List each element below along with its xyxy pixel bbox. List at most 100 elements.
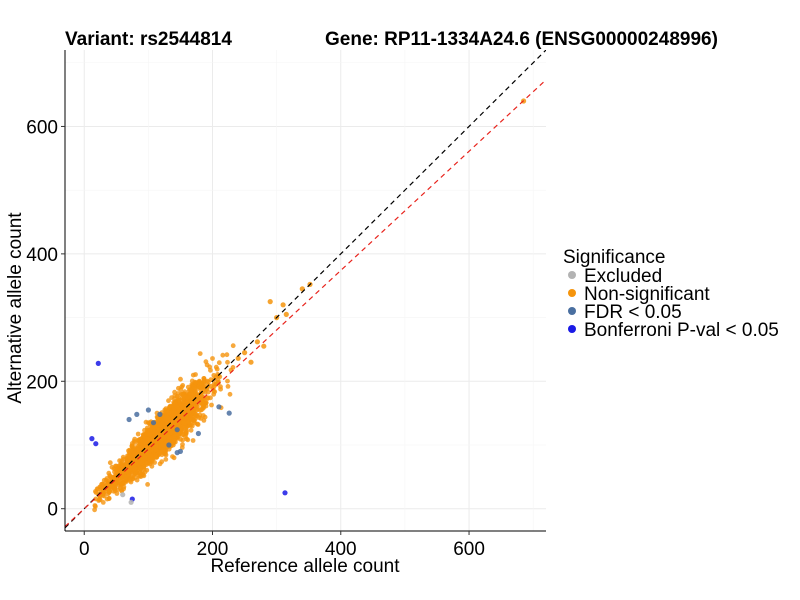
data-point [189,407,194,413]
data-point [129,443,135,449]
x-axis-title: Reference allele count [210,556,400,577]
data-point [203,403,209,409]
gene-title: Gene: RP11-1334A24.6 (ENSG00000248996) [325,29,718,50]
tick-labels: 0 200 400 600 0 200 400 600 [26,117,485,560]
data-point [182,416,187,421]
data-point [106,489,112,495]
data-point [220,352,226,358]
legend: Significance ExcludedNon-significantFDR … [563,247,779,341]
data-point [174,450,180,456]
data-point [176,385,181,391]
data-point [201,376,207,381]
data-point [218,384,223,390]
data-point [178,376,183,382]
data-point [198,385,204,391]
data-point [100,490,106,496]
data-point [104,496,110,502]
data-point [149,463,155,469]
data-point [190,438,196,443]
series-excluded [120,492,134,505]
data-point [187,387,193,393]
data-point [166,398,171,404]
data-point [189,395,195,400]
data-point [144,467,150,473]
data-point [163,457,169,462]
data-point [178,436,184,442]
x-tick-label: 400 [325,539,357,560]
data-point [283,311,289,317]
y-tick-label: 0 [47,500,58,521]
data-point [166,436,172,441]
variant-title: Variant: rs2544814 [65,29,232,50]
legend-swatch [568,307,576,315]
data-point [155,431,161,437]
data-point [248,359,254,365]
legend-swatch [568,325,576,333]
data-point [93,490,99,495]
y-tick-label: 400 [26,245,58,266]
series-non-significant [92,98,527,513]
data-point [160,447,166,453]
data-point [165,410,171,415]
data-point [210,356,215,361]
data-point [194,407,199,413]
data-point [261,343,267,349]
data-point [242,350,248,356]
data-point [280,302,286,308]
data-point [254,339,260,345]
data-point [144,436,150,442]
axes [61,50,546,535]
data-point [230,343,236,349]
data-point [227,391,233,397]
data-point [203,359,209,365]
data-point [225,378,230,384]
data-point [119,458,125,464]
data-point [95,360,101,366]
data-point [171,439,177,445]
data-point [216,360,222,366]
data-point [117,468,123,473]
data-point [193,372,198,377]
data-point [126,416,132,423]
x-tick-label: 600 [453,539,485,560]
data-point [226,410,232,416]
data-point [216,404,222,410]
data-point [188,427,194,433]
data-point [173,431,179,437]
data-point [180,442,185,447]
data-point [183,408,189,414]
data-point [208,367,213,373]
data-point [134,411,140,417]
data-points [89,98,527,513]
data-point [191,386,197,392]
data-point [113,467,118,472]
legend-label: Bonferroni P-val < 0.05 [584,320,779,341]
x-tick-label: 200 [197,539,229,560]
data-point [195,421,200,427]
series-fdr-0-05 [126,404,232,456]
data-point [131,450,137,456]
data-point [127,467,132,473]
data-point [181,420,187,426]
legend-title: Significance [563,247,665,268]
data-point [225,384,231,389]
data-point [224,352,230,358]
data-point [172,389,178,395]
data-point [215,378,221,384]
data-point [201,379,207,385]
data-point [282,490,288,496]
data-point [159,459,165,465]
data-point [141,465,146,470]
reference-lines-overlay [65,50,546,529]
data-point [120,492,126,498]
data-point [174,427,180,433]
data-point [184,428,190,434]
data-point [183,394,188,399]
data-point [92,507,97,513]
data-point [180,383,186,388]
data-point [146,420,152,426]
data-point [128,448,133,454]
data-point [147,427,153,433]
data-point [99,481,105,487]
